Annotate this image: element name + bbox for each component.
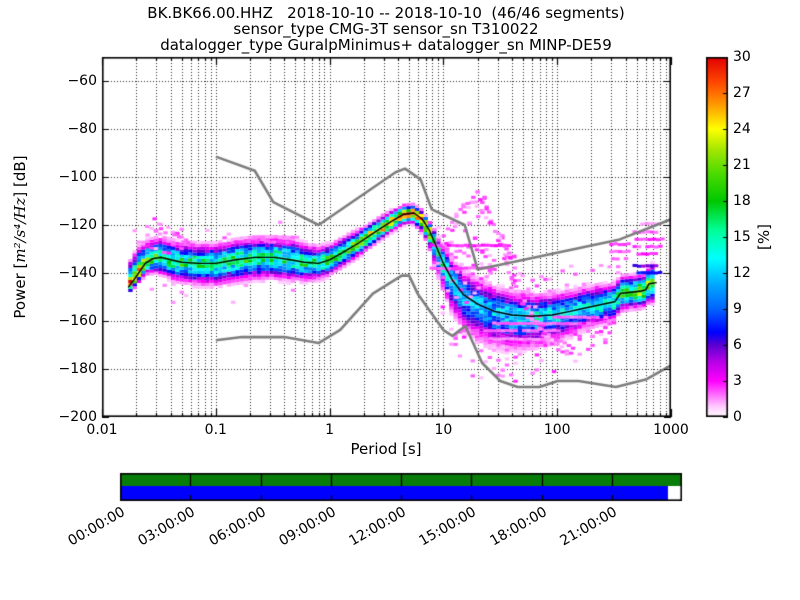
x-axis-label: Period [s] xyxy=(350,440,422,458)
y-tick-label: −80 xyxy=(67,121,97,137)
colorbar-tick-label: 30 xyxy=(733,49,751,65)
y-axis-label-prefix: Power [ xyxy=(11,262,29,319)
colorbar-tick-label: 12 xyxy=(733,265,751,281)
x-tick-label: 10 xyxy=(434,422,453,438)
title-line-2: sensor_type CMG-3T sensor_sn T310022 xyxy=(233,20,539,38)
x-tick-label: 0.01 xyxy=(86,422,118,438)
y-axis-label: Power [m²/s⁴/Hz] [dB] xyxy=(11,97,29,377)
x-tick-label: 1000 xyxy=(653,422,689,438)
colorbar-tick-label: 24 xyxy=(733,121,751,137)
colorbar-tick-label: 18 xyxy=(733,193,751,209)
y-tick-label: −120 xyxy=(58,217,97,233)
y-tick-label: −100 xyxy=(58,169,97,185)
y-tick-label: −140 xyxy=(58,265,97,281)
colorbar-tick-label: 21 xyxy=(733,157,751,173)
y-axis-label-units: m²/s⁴/Hz xyxy=(11,197,29,263)
x-tick-label: 100 xyxy=(543,422,571,438)
colorbar-tick-label: 6 xyxy=(733,337,742,353)
colorbar-tick-label: 9 xyxy=(733,301,742,317)
title-line-1: BK.BK66.00.HHZ 2018-10-10 -- 2018-10-10 … xyxy=(147,4,625,22)
x-tick-label: 0.1 xyxy=(204,422,227,438)
colorbar-tick-label: 0 xyxy=(733,409,742,425)
colorbar-tick-label: 3 xyxy=(733,373,742,389)
title-line-3: datalogger_type GuralpMinimus+ datalogge… xyxy=(160,36,612,54)
y-tick-label: −160 xyxy=(58,313,97,329)
colorbar-tick-label: 27 xyxy=(733,85,751,101)
x-tick-label: 1 xyxy=(325,422,335,438)
y-tick-label: −60 xyxy=(67,73,97,89)
y-tick-label: −200 xyxy=(58,409,97,425)
y-axis-label-suffix: ] [dB] xyxy=(11,155,29,198)
colorbar-tick-label: 15 xyxy=(733,229,751,245)
y-tick-label: −180 xyxy=(58,361,97,377)
